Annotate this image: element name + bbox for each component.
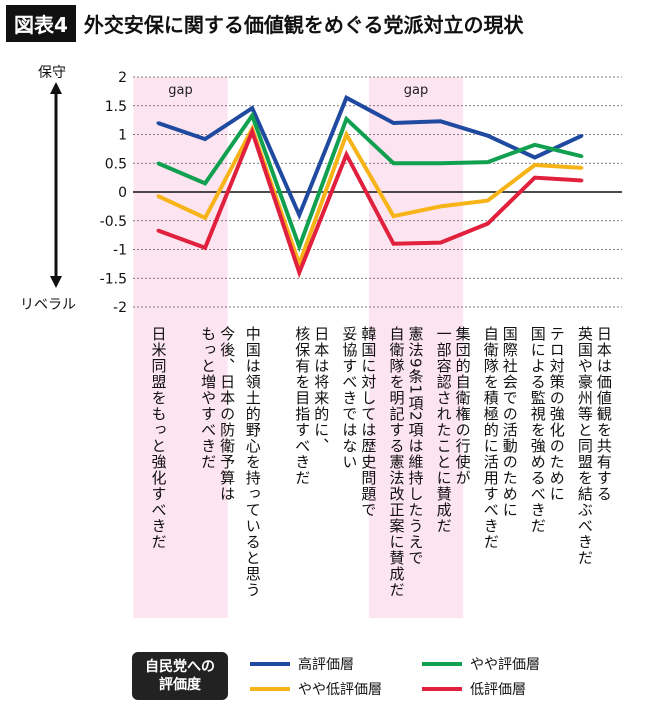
y-tick-label: -2: [113, 300, 127, 316]
data-point: [250, 106, 254, 110]
data-point: [533, 156, 537, 159]
highlight-band: [133, 77, 228, 618]
data-point: [344, 133, 348, 136]
data-point: [439, 161, 443, 165]
title-bar: 図表4 外交安保に関する価値観をめぐる党派対立の現状: [6, 4, 524, 42]
data-point: [156, 121, 160, 125]
data-point: [439, 119, 443, 123]
y-tick-label: 1.5: [105, 99, 127, 115]
data-point: [439, 241, 443, 245]
legend-swatch: [422, 662, 462, 666]
data-point: [203, 137, 207, 141]
series-line-1: [157, 94, 583, 221]
data-point: [533, 163, 537, 167]
data-point: [297, 245, 301, 249]
data-point: [344, 96, 348, 100]
highlight-band: [368, 77, 464, 618]
axis-top-label: 保守: [38, 65, 66, 81]
chart-title: 外交安保に関する価値観をめぐる党派対立の現状: [83, 12, 524, 37]
highlight-label: gap: [168, 83, 192, 98]
y-tick-label: 1: [118, 128, 127, 144]
category-label: テロ対策の強化のために 国による監視を強めるべきだ: [528, 326, 566, 534]
data-point: [533, 143, 537, 147]
data-point: [250, 130, 254, 134]
category-label: 中国は領土的野心を持っていると思う: [243, 326, 262, 598]
y-tick-label: -0.5: [100, 214, 127, 230]
category-label: 憲法9条1項2項は維持したうえで 自衛隊を明記する憲法改正案に賛成だ: [387, 326, 425, 598]
y-tick-label: 0: [118, 185, 127, 201]
legend-swatch: [250, 687, 290, 691]
y-tick-label: 2: [118, 70, 127, 86]
data-point: [580, 154, 584, 158]
data-point: [580, 179, 584, 182]
series-line-2: [157, 111, 583, 253]
legend-label: 高評価層: [298, 657, 354, 673]
category-label: 今後、日本の防衛予算は もっと増やすべきだ: [199, 326, 237, 502]
data-point: [486, 134, 490, 138]
data-point: [486, 160, 490, 164]
y-tick-label: -1.5: [100, 271, 127, 287]
data-point: [392, 161, 395, 165]
legend: 自民党への 評価度 高評価層 やや評価層やや低評価層 低評価層: [132, 652, 572, 702]
series-line-4: [157, 125, 583, 279]
data-point: [580, 134, 584, 138]
axis-bottom-label: リベラル: [20, 297, 76, 313]
legend-item: やや評価層: [422, 654, 540, 674]
legend-item: やや低評価層: [250, 679, 382, 699]
legend-label: やや低評価層: [298, 682, 382, 698]
data-point: [156, 161, 160, 165]
category-label: 日本は価値観を共有する 英国や豪州等と同盟を結ぶべきだ: [575, 326, 613, 566]
category-label: 日本は将来的に、 核保有を目指すべきだ: [293, 326, 331, 486]
y-tick-label: -1: [113, 243, 127, 259]
series-line-3: [157, 123, 583, 270]
data-point: [203, 181, 207, 185]
category-label: 集団的自衛権の行使が 一部容認されたことに賛成だ: [434, 326, 472, 534]
data-point: [486, 222, 490, 226]
data-point: [297, 213, 301, 217]
data-point: [203, 216, 207, 220]
data-point: [156, 194, 160, 198]
data-point: [250, 114, 254, 118]
data-point: [486, 199, 490, 203]
data-point: [297, 271, 301, 274]
legend-swatch: [250, 662, 290, 666]
data-point: [439, 204, 443, 208]
category-label: 日米同盟をもっと強化すべきだ: [149, 326, 168, 550]
data-point: [156, 229, 160, 233]
legend-label: 低評価層: [470, 682, 526, 698]
data-point: [392, 214, 395, 218]
legend-title: 自民党への 評価度: [132, 652, 228, 700]
arrow-up-icon: [50, 82, 62, 94]
legend-swatch: [422, 687, 462, 691]
data-point: [533, 176, 537, 180]
legend-item: 高評価層: [250, 654, 354, 674]
category-label: 韓国に対しては歴史問題で 妥協すべきではない: [340, 326, 378, 518]
data-point: [392, 242, 395, 246]
legend-label: やや評価層: [470, 657, 540, 673]
data-point: [580, 166, 584, 170]
legend-item: 低評価層: [422, 679, 526, 699]
data-point: [203, 246, 207, 250]
data-point: [392, 121, 395, 125]
y-tick-label: 0.5: [105, 156, 127, 172]
category-label: 国際社会での活動のために 自衛隊を積極的に活用すべきだ: [481, 326, 519, 550]
arrow-down-icon: [50, 276, 62, 288]
data-point: [344, 117, 348, 121]
data-point: [344, 153, 348, 157]
highlight-label: gap: [404, 83, 428, 98]
figure-number: 図表4: [6, 4, 76, 42]
